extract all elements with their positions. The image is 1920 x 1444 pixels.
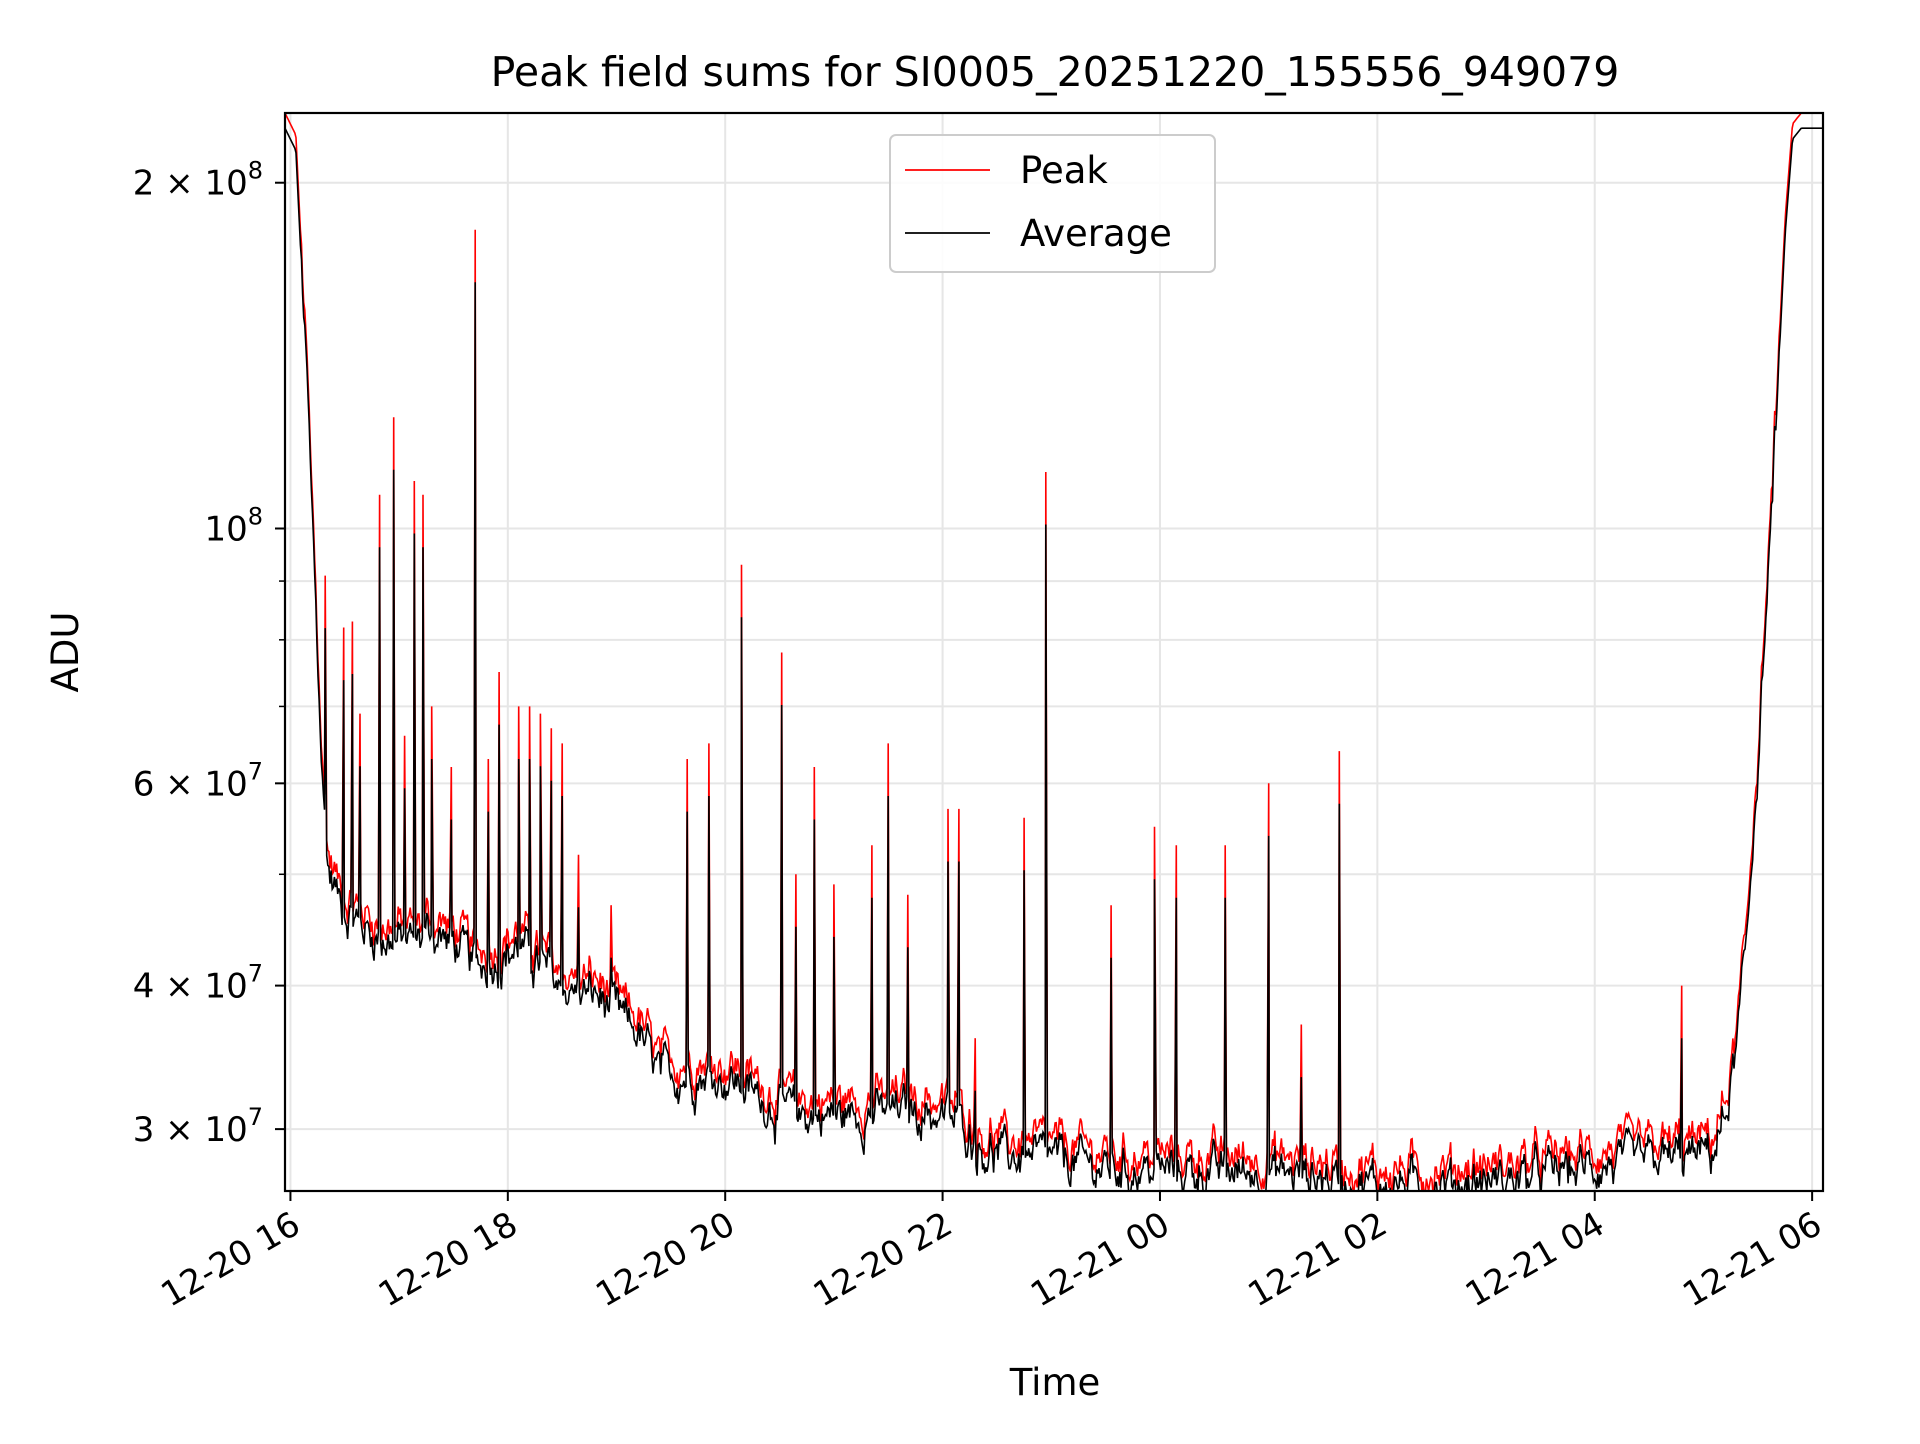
y-axis: 3 × 107 4 × 107 6 × 107 108 2 × 108 <box>133 157 285 1150</box>
legend-label-average: Average <box>1020 212 1172 255</box>
chart-title: Peak field sums for SI0005_20251220_1555… <box>491 48 1620 96</box>
plot-frame <box>283 111 1825 1193</box>
y-tick-label: 4 × 107 <box>133 960 263 1007</box>
series-line-average <box>285 127 1823 1191</box>
y-tick-label: 108 <box>204 503 263 550</box>
y-axis-label: ADU <box>44 612 87 693</box>
y-tick-label: 2 × 108 <box>133 157 263 204</box>
legend: Peak Average <box>889 134 1216 273</box>
y-tick-label: 3 × 107 <box>133 1103 263 1150</box>
x-axis-label: Time <box>1009 1361 1101 1404</box>
grid-lines <box>285 113 1823 1191</box>
legend-label-peak: Peak <box>1020 149 1108 192</box>
y-tick-label: 6 × 107 <box>133 757 263 804</box>
series-layer <box>285 113 1823 1191</box>
plot-area <box>285 113 1823 1191</box>
